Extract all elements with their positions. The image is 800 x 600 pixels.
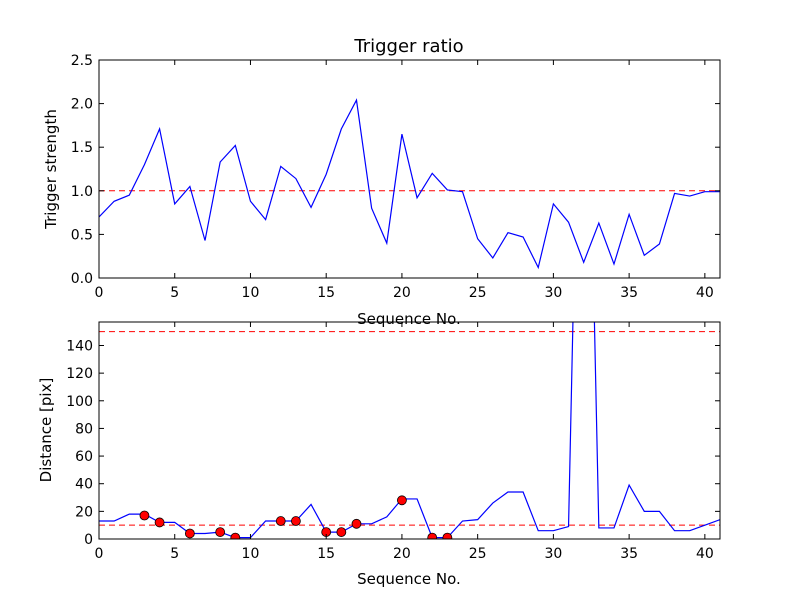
trigger-chart-ticks: 0 5 10 15 20 25 30 35 40 0.0 0.5 1.0 1.5 2.0 2.5 [71,53,720,301]
trigger-chart-y-tick-label: 0.5 [71,227,93,243]
distance-chart-y-tick-label: 140 [66,338,93,354]
trigger-chart-title: Trigger ratio [353,36,463,57]
trigger-chart-y-label: Trigger strength [42,109,60,230]
distance-chart-y-tick-label: 40 [75,477,93,493]
distance-chart-x-tick-label: 0 [95,546,104,562]
distance-chart-y-tick-label: 60 [75,449,93,465]
trigger-chart-y-tick-label: 1.5 [71,140,93,156]
distance-chart-marker-point [336,527,347,537]
distance-chart-marker-point [154,517,165,528]
distance-chart-x-tick-label: 25 [469,546,487,562]
distance-chart-y-tick-label: 120 [66,366,93,382]
distance-chart-marker-point [427,532,438,539]
distance-chart-x-tick-label: 40 [696,546,714,562]
trigger-chart-x-tick-label: 40 [696,285,714,301]
distance-chart-ticks: 0 5 10 15 20 25 30 35 40 0 20 40 60 80 100 120 140 [66,322,720,562]
trigger-chart-x-label: Sequence No. [357,310,461,328]
trigger-chart-x-tick-label: 30 [544,285,562,301]
distance-chart-frame [98,321,721,540]
distance-chart-x-tick-label: 10 [242,546,260,562]
trigger-chart: Trigger ratio 0 5 10 15 20 25 30 35 40 0.0 0.5 1.0 1… [42,36,721,328]
distance-chart-x-tick-label: 15 [317,546,335,562]
distance-chart-y-tick-label: 100 [66,394,93,410]
distance-chart-series-line [99,322,720,539]
trigger-chart-x-tick-label: 25 [469,285,487,301]
distance-chart-y-tick-label: 0 [84,532,93,548]
distance-chart-marker-point [397,495,407,506]
trigger-chart-y-tick-label: 0.0 [71,271,93,287]
distance-chart-plot [99,322,720,539]
distance-chart-marker-point [139,510,150,521]
trigger-chart-frame [98,59,721,279]
trigger-chart-series-line [99,98,720,270]
distance-chart: 0 5 10 15 20 25 30 35 40 0 20 40 60 80 100 120 140 Seque… [37,321,721,588]
trigger-chart-x-tick-label: 20 [393,285,411,301]
distance-chart-x-label: Sequence No. [357,570,461,588]
distance-chart-y-tick-label: 80 [75,421,93,437]
distance-chart-marker-point [275,516,286,526]
distance-chart-marker-point [230,532,241,539]
distance-chart-x-tick-label: 5 [170,546,179,562]
trigger-chart-x-tick-label: 15 [317,285,335,301]
distance-chart-y-label: Distance [pix] [37,378,55,483]
trigger-chart-x-tick-label: 5 [170,285,179,301]
distance-chart-marker-point [351,518,362,529]
distance-chart-x-tick-label: 20 [393,546,411,562]
trigger-chart-y-tick-label: 2.0 [71,97,93,113]
distance-chart-y-tick-label: 20 [75,504,93,520]
distance-chart-x-tick-label: 35 [620,546,638,562]
distance-chart-marker-point [215,527,226,537]
trigger-chart-x-tick-label: 10 [242,285,260,301]
distance-chart-marker-point [184,528,195,539]
distance-chart-marker-point [291,516,301,526]
trigger-chart-x-tick-label: 35 [620,285,638,301]
trigger-chart-y-tick-label: 1.0 [71,184,93,200]
trigger-chart-y-tick-label: 2.5 [71,53,93,69]
distance-chart-marker-point [442,532,453,539]
trigger-chart-x-tick-label: 0 [95,285,104,301]
trigger-chart-plot [99,98,720,270]
distance-chart-x-tick-label: 30 [544,546,562,562]
